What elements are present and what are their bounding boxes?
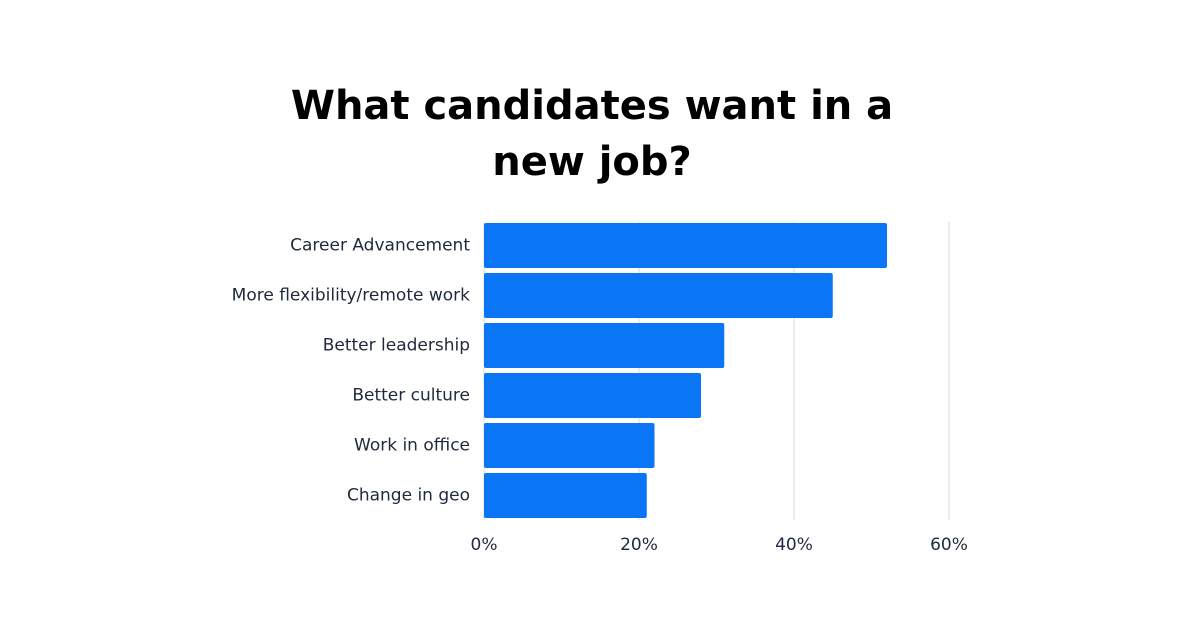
chart-title-line-1: What candidates want in a — [290, 83, 894, 129]
category-label: Work in office — [354, 436, 470, 456]
category-labels: Career Advancement More flexibility/remot… — [232, 236, 471, 506]
bar-change-in-geo — [484, 473, 647, 518]
bars — [484, 223, 887, 518]
x-tick-label: 20% — [620, 535, 658, 555]
chart-title-line-2: new job? — [492, 139, 692, 185]
x-tick-label: 0% — [471, 535, 498, 555]
x-tick-labels: 0% 20% 40% 60% — [471, 535, 968, 555]
bar-more-flexibility-remote-work — [484, 273, 833, 318]
chart-title: What candidates want in a new job? — [0, 78, 1184, 190]
category-label: Career Advancement — [290, 236, 470, 256]
x-tick-label: 60% — [930, 535, 968, 555]
category-label: Better leadership — [323, 336, 470, 356]
x-tick-label: 40% — [775, 535, 813, 555]
bar-better-leadership — [484, 323, 725, 368]
bar-career-advancement — [484, 223, 887, 268]
category-label: More flexibility/remote work — [232, 286, 470, 306]
category-label: Better culture — [352, 386, 470, 406]
bar-work-in-office — [484, 423, 655, 468]
bar-better-culture — [484, 373, 701, 418]
category-label: Change in geo — [347, 486, 470, 506]
gridlines — [483, 222, 950, 520]
